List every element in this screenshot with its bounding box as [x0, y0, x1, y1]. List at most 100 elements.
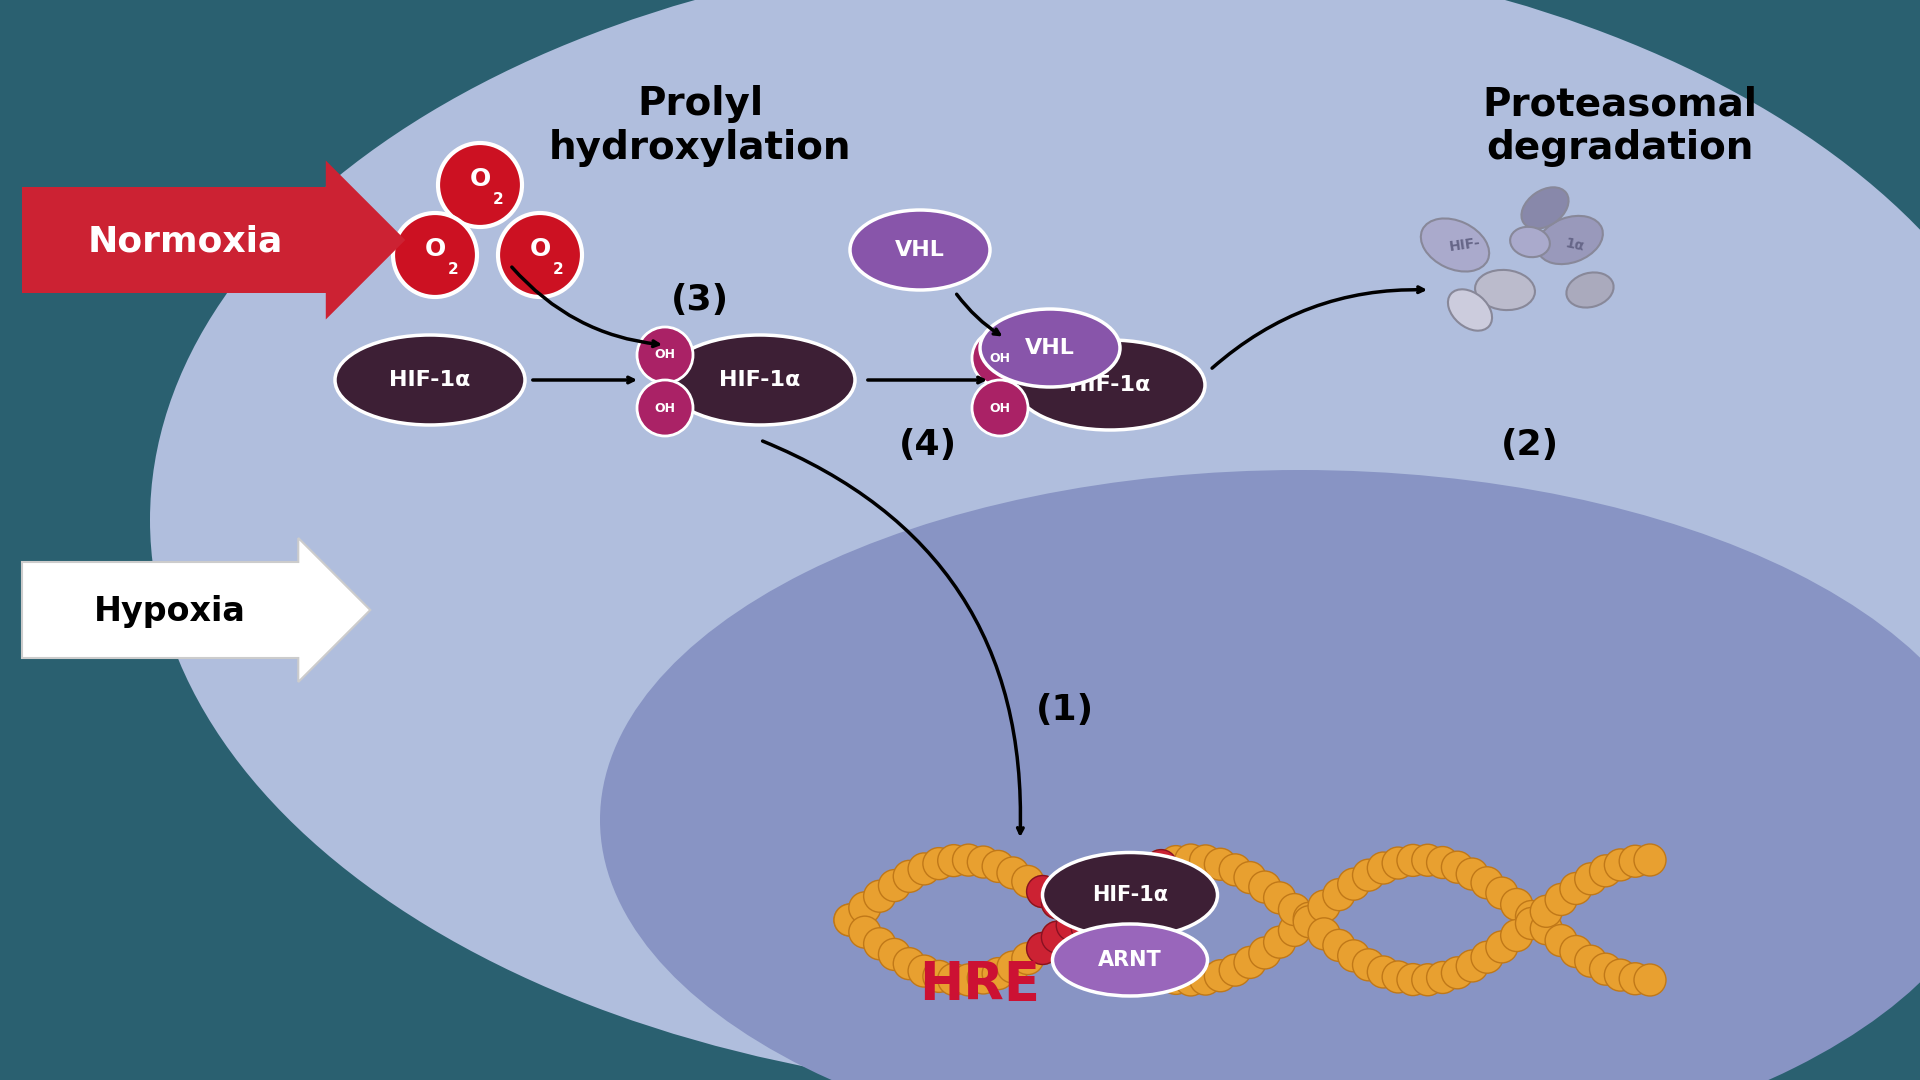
Circle shape: [1144, 958, 1177, 990]
Circle shape: [1100, 934, 1133, 966]
Text: O: O: [424, 237, 445, 261]
Text: HIF-1α: HIF-1α: [390, 370, 470, 390]
Circle shape: [849, 892, 881, 923]
Text: (3): (3): [670, 283, 730, 318]
Text: OH: OH: [655, 402, 676, 415]
Circle shape: [1574, 863, 1607, 895]
Circle shape: [637, 380, 693, 436]
Circle shape: [1279, 893, 1311, 926]
Text: Prolyl
hydroxylation: Prolyl hydroxylation: [549, 85, 851, 167]
Text: VHL: VHL: [1025, 338, 1075, 357]
Circle shape: [1486, 931, 1519, 963]
Ellipse shape: [334, 335, 524, 426]
Circle shape: [1248, 937, 1281, 969]
Circle shape: [983, 958, 1014, 989]
Circle shape: [1190, 845, 1221, 877]
Ellipse shape: [150, 0, 1920, 1080]
Circle shape: [637, 327, 693, 383]
Circle shape: [1056, 909, 1089, 942]
Text: (2): (2): [1501, 428, 1559, 462]
Text: OH: OH: [989, 351, 1010, 365]
Circle shape: [1056, 899, 1089, 931]
Circle shape: [1442, 851, 1473, 883]
Circle shape: [1605, 849, 1636, 881]
Circle shape: [1100, 874, 1133, 906]
Circle shape: [1559, 935, 1592, 968]
Text: ARNT: ARNT: [1098, 950, 1162, 970]
Text: 2: 2: [447, 261, 459, 276]
Circle shape: [972, 330, 1027, 386]
Circle shape: [1219, 954, 1252, 986]
Circle shape: [972, 380, 1027, 436]
Text: (1): (1): [1037, 693, 1094, 727]
Circle shape: [1071, 897, 1102, 929]
Circle shape: [1087, 886, 1117, 917]
Circle shape: [1382, 961, 1415, 993]
Circle shape: [1279, 915, 1311, 946]
Circle shape: [968, 846, 998, 878]
Circle shape: [1056, 909, 1089, 942]
Ellipse shape: [1448, 289, 1492, 330]
Ellipse shape: [1521, 187, 1569, 229]
Circle shape: [1338, 868, 1369, 900]
Circle shape: [937, 845, 970, 877]
Circle shape: [438, 143, 522, 227]
Circle shape: [1455, 950, 1488, 982]
Circle shape: [893, 947, 925, 980]
Text: 2: 2: [493, 191, 503, 206]
Ellipse shape: [851, 210, 991, 291]
Circle shape: [924, 848, 954, 879]
Text: HIF-: HIF-: [1448, 235, 1482, 254]
Circle shape: [1619, 962, 1651, 995]
Circle shape: [1352, 860, 1384, 891]
Circle shape: [1634, 964, 1667, 996]
Circle shape: [1144, 958, 1177, 990]
Circle shape: [1219, 854, 1252, 886]
Ellipse shape: [664, 335, 854, 426]
Circle shape: [1160, 846, 1192, 878]
Circle shape: [1515, 901, 1548, 932]
Circle shape: [1367, 956, 1400, 988]
Circle shape: [1071, 910, 1102, 943]
Ellipse shape: [1016, 340, 1206, 430]
Circle shape: [1087, 923, 1117, 955]
Ellipse shape: [1421, 218, 1490, 271]
Circle shape: [1204, 848, 1236, 880]
Circle shape: [1041, 887, 1073, 919]
Circle shape: [1235, 862, 1265, 893]
Ellipse shape: [1567, 272, 1613, 308]
Text: HRE: HRE: [920, 959, 1041, 1011]
Circle shape: [1235, 946, 1265, 978]
Circle shape: [893, 861, 925, 892]
Circle shape: [1634, 843, 1667, 876]
Circle shape: [1116, 944, 1148, 976]
Circle shape: [1087, 886, 1117, 917]
Circle shape: [1338, 940, 1369, 972]
Circle shape: [864, 880, 895, 913]
Ellipse shape: [979, 309, 1119, 387]
Circle shape: [1308, 918, 1340, 949]
Ellipse shape: [1511, 227, 1549, 257]
Circle shape: [1323, 879, 1356, 910]
Circle shape: [1471, 941, 1503, 973]
Circle shape: [1012, 865, 1044, 897]
Circle shape: [1263, 927, 1296, 958]
Ellipse shape: [1475, 270, 1534, 310]
Text: Proteasomal
degradation: Proteasomal degradation: [1482, 85, 1757, 167]
Circle shape: [1515, 907, 1548, 940]
Circle shape: [1160, 962, 1192, 995]
Circle shape: [1501, 919, 1532, 951]
Circle shape: [1486, 877, 1519, 909]
FancyBboxPatch shape: [21, 538, 371, 681]
Circle shape: [1382, 847, 1415, 879]
Circle shape: [1131, 953, 1162, 984]
Circle shape: [1546, 924, 1576, 957]
Circle shape: [1501, 889, 1532, 920]
Circle shape: [996, 951, 1029, 983]
Text: 1α: 1α: [1565, 237, 1586, 254]
Circle shape: [1308, 890, 1340, 922]
Circle shape: [1398, 845, 1428, 876]
Circle shape: [1041, 921, 1073, 954]
Circle shape: [952, 845, 985, 876]
Circle shape: [1027, 876, 1058, 907]
